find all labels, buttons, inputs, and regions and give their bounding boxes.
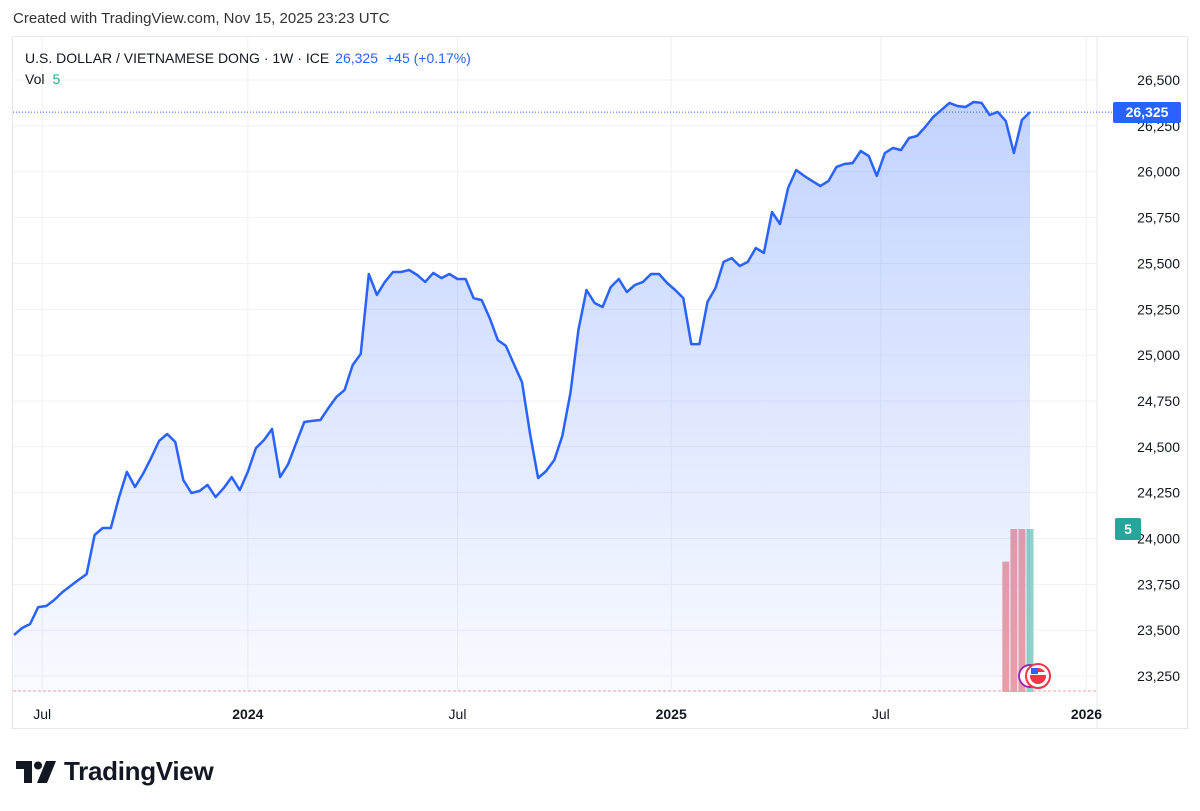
volume-badge: 5: [1115, 518, 1141, 540]
tradingview-logo-icon: [16, 760, 56, 783]
time-tick-label: Jul: [449, 706, 467, 722]
chart-frame: [12, 36, 1188, 729]
tradingview-logo[interactable]: TradingView: [16, 756, 214, 787]
us-flag-event-icon[interactable]: [1018, 663, 1051, 689]
tradingview-logo-text: TradingView: [64, 756, 214, 786]
last-price: 26,325: [335, 50, 378, 66]
price-axis: 23,250 23,500 23,750 24,000 24,250 24,500 24,7…: [1137, 72, 1180, 684]
price-line: [13, 100, 1031, 636]
time-tick-label: 2025: [656, 706, 687, 722]
price-badge: 26,325: [1113, 102, 1181, 123]
price-tick-label: 24,000: [1137, 531, 1180, 547]
time-axis: Jul 2024 Jul 2025 Jul 2026: [33, 706, 1102, 722]
price-tick-label: 23,750: [1137, 576, 1180, 592]
price-tick-label: 24,750: [1137, 393, 1180, 409]
time-tick-label: Jul: [872, 706, 890, 722]
chart-legend: U.S. DOLLAR / VIETNAMESE DONG · 1W · ICE…: [25, 48, 471, 90]
volume-badge-text: 5: [1124, 521, 1132, 537]
price-tick-label: 25,250: [1137, 301, 1180, 317]
price-tick-label: 23,250: [1137, 668, 1180, 684]
created-with-caption: Created with TradingView.com, Nov 15, 20…: [13, 10, 390, 27]
price-tick-label: 24,250: [1137, 485, 1180, 501]
price-area-fill: [14, 102, 1030, 692]
time-tick-label: Jul: [33, 706, 51, 722]
volume-label: Vol: [25, 71, 45, 87]
price-tick-label: 25,000: [1137, 347, 1180, 363]
price-tick-label: 24,500: [1137, 439, 1180, 455]
price-badge-text: 26,325: [1126, 104, 1169, 120]
price-change: +45 (+0.17%): [386, 50, 471, 66]
price-tick-label: 25,500: [1137, 255, 1180, 271]
time-tick-label: 2024: [232, 706, 263, 722]
price-tick-label: 26,500: [1137, 72, 1180, 88]
volume-value: 5: [52, 71, 61, 87]
symbol-title: U.S. DOLLAR / VIETNAMESE DONG · 1W · ICE: [25, 50, 330, 66]
price-tick-label: 26,000: [1137, 164, 1180, 180]
price-tick-label: 25,750: [1137, 210, 1180, 226]
price-tick-label: 23,500: [1137, 622, 1180, 638]
time-tick-label: 2026: [1071, 706, 1102, 722]
